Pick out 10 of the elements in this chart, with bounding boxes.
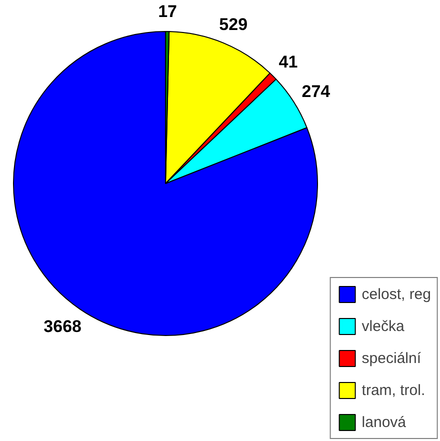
legend-label: lanová <box>362 414 406 430</box>
legend-label: speciální <box>362 350 421 366</box>
legend-label: tram, trol. <box>362 382 426 398</box>
data-label: 3668 <box>44 317 82 336</box>
data-label: 17 <box>158 2 178 22</box>
legend-label: celost, reg <box>362 286 431 302</box>
data-label: 529 <box>219 14 248 34</box>
legend-label: vlečka <box>362 318 404 334</box>
data-label: 274 <box>302 82 331 101</box>
data-label: 41 <box>278 52 298 72</box>
